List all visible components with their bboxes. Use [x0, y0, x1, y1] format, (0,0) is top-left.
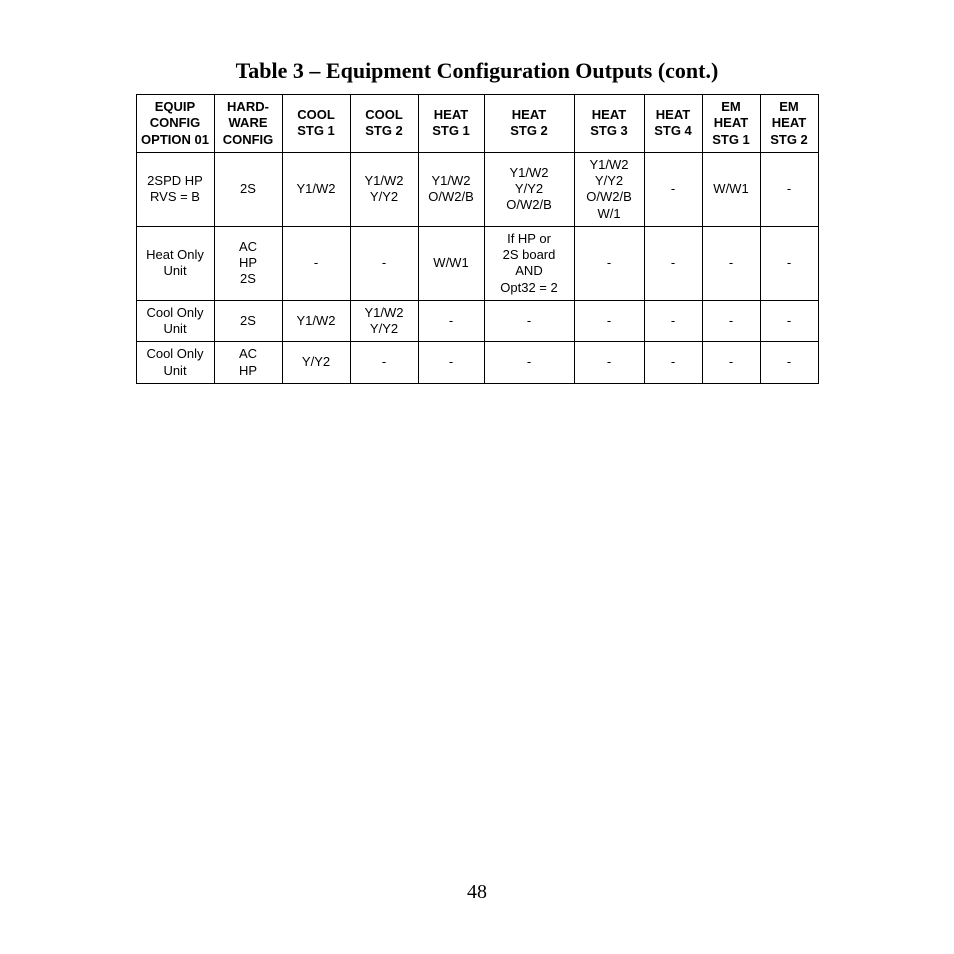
cell: - — [760, 152, 818, 226]
col-header: HARD- WARE CONFIG — [214, 95, 282, 153]
table-title: Table 3 – Equipment Configuration Output… — [0, 58, 954, 84]
cell: Heat Only Unit — [136, 226, 214, 300]
equipment-config-table: EQUIP CONFIG OPTION 01 HARD- WARE CONFIG… — [136, 94, 819, 384]
col-header: HEAT STG 1 — [418, 95, 484, 153]
cell: - — [644, 342, 702, 384]
cell: Y1/W2 O/W2/B — [418, 152, 484, 226]
cell: - — [760, 226, 818, 300]
cell: Y1/W2 Y/Y2 — [350, 300, 418, 342]
col-header: HEAT STG 2 — [484, 95, 574, 153]
cell: - — [418, 300, 484, 342]
cell: 2S — [214, 152, 282, 226]
cell: - — [760, 300, 818, 342]
cell: - — [760, 342, 818, 384]
cell: - — [282, 226, 350, 300]
cell: Y1/W2 — [282, 152, 350, 226]
cell: If HP or 2S board AND Opt32 = 2 — [484, 226, 574, 300]
col-header: EQUIP CONFIG OPTION 01 — [136, 95, 214, 153]
col-header: COOL STG 2 — [350, 95, 418, 153]
cell: Y1/W2 Y/Y2 O/W2/B W/1 — [574, 152, 644, 226]
cell: - — [350, 342, 418, 384]
cell: Y1/W2 Y/Y2 O/W2/B — [484, 152, 574, 226]
cell: - — [418, 342, 484, 384]
cell: - — [644, 226, 702, 300]
cell: - — [702, 300, 760, 342]
cell: W/W1 — [418, 226, 484, 300]
col-header: HEAT STG 3 — [574, 95, 644, 153]
cell: 2S — [214, 300, 282, 342]
cell: - — [644, 152, 702, 226]
table-row: 2SPD HP RVS = B 2S Y1/W2 Y1/W2 Y/Y2 Y1/W… — [136, 152, 818, 226]
cell: - — [702, 342, 760, 384]
cell: Y/Y2 — [282, 342, 350, 384]
col-header: EM HEAT STG 2 — [760, 95, 818, 153]
table-row: Cool Only Unit AC HP Y/Y2 - - - - - - - — [136, 342, 818, 384]
cell: Y1/W2 Y/Y2 — [350, 152, 418, 226]
cell: Cool Only Unit — [136, 300, 214, 342]
cell: - — [702, 226, 760, 300]
cell: - — [484, 342, 574, 384]
page: Table 3 – Equipment Configuration Output… — [0, 0, 954, 954]
col-header: HEAT STG 4 — [644, 95, 702, 153]
cell: W/W1 — [702, 152, 760, 226]
page-number: 48 — [0, 881, 954, 904]
cell: AC HP — [214, 342, 282, 384]
cell: - — [574, 342, 644, 384]
col-header: EM HEAT STG 1 — [702, 95, 760, 153]
cell: - — [574, 300, 644, 342]
cell: 2SPD HP RVS = B — [136, 152, 214, 226]
cell: - — [574, 226, 644, 300]
cell: AC HP 2S — [214, 226, 282, 300]
table-row: Heat Only Unit AC HP 2S - - W/W1 If HP o… — [136, 226, 818, 300]
table-row: Cool Only Unit 2S Y1/W2 Y1/W2 Y/Y2 - - -… — [136, 300, 818, 342]
table-header-row: EQUIP CONFIG OPTION 01 HARD- WARE CONFIG… — [136, 95, 818, 153]
cell: Y1/W2 — [282, 300, 350, 342]
cell: Cool Only Unit — [136, 342, 214, 384]
col-header: COOL STG 1 — [282, 95, 350, 153]
cell: - — [644, 300, 702, 342]
cell: - — [350, 226, 418, 300]
cell: - — [484, 300, 574, 342]
